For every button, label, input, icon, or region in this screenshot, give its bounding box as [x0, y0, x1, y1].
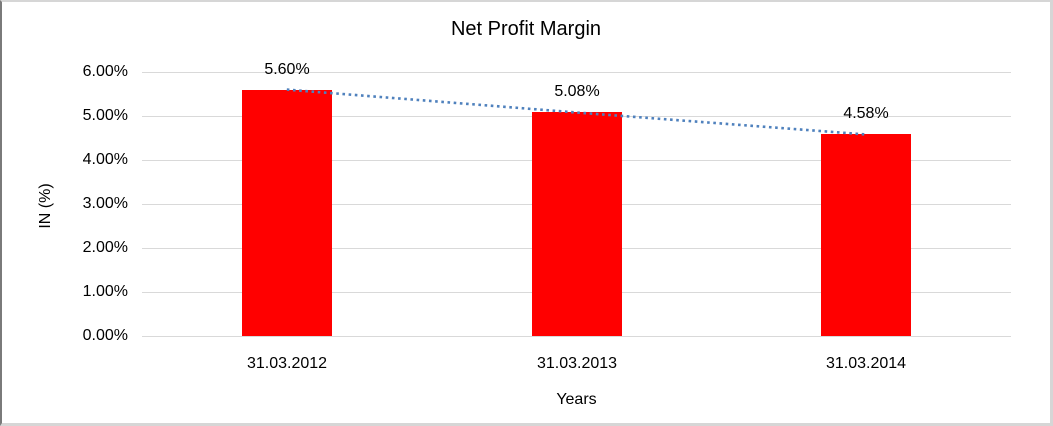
- y-tick-label: 2.00%: [82, 239, 128, 256]
- y-tick-label: 3.00%: [82, 195, 128, 212]
- plot-area: 5.60% 5.08% 4.58%: [142, 61, 1011, 337]
- bar: [532, 112, 622, 336]
- bar: [242, 90, 332, 336]
- y-tick-label: 4.00%: [82, 151, 128, 168]
- gridline: [142, 72, 1011, 73]
- x-tick-label: 31.03.2012: [246, 355, 328, 372]
- y-tick-label: 1.00%: [82, 283, 128, 300]
- x-tick-label: 31.03.2013: [536, 355, 618, 372]
- chart-title: Net Profit Margin: [450, 18, 602, 40]
- bar-data-label: 4.58%: [843, 105, 889, 122]
- bar: [821, 134, 911, 336]
- x-axis-title: Years: [556, 391, 597, 408]
- y-tick-label: 6.00%: [82, 63, 128, 80]
- gridline: [142, 336, 1011, 337]
- bar-data-label: 5.60%: [264, 61, 310, 78]
- x-tick-label: 31.03.2014: [825, 355, 907, 372]
- y-tick-label: 5.00%: [82, 107, 128, 124]
- bar-data-label: 5.08%: [554, 83, 600, 100]
- y-tick-label: 0.00%: [82, 327, 128, 344]
